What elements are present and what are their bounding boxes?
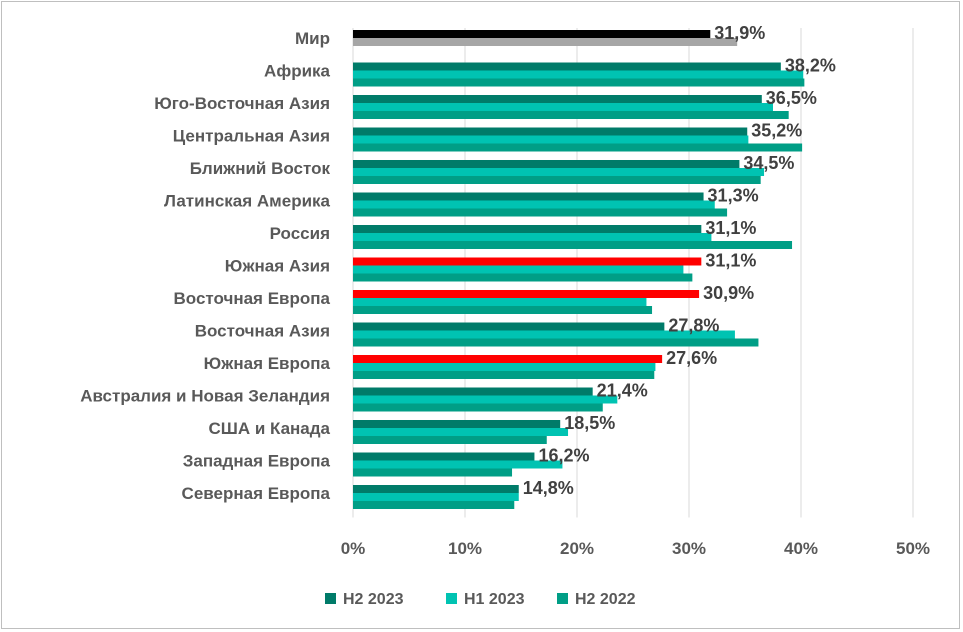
bar	[353, 257, 702, 266]
legend-label: H1 2023	[464, 591, 525, 608]
category-label: Восточная Азия	[195, 322, 330, 341]
legend-swatch	[557, 593, 568, 604]
category-label: Западная Европа	[183, 452, 331, 471]
data-label: 31,9%	[714, 23, 765, 43]
bar	[353, 168, 765, 176]
bar	[353, 428, 569, 436]
bar	[353, 485, 519, 493]
x-tick-label: 30%	[672, 539, 706, 558]
bar	[353, 95, 762, 103]
category-label: Восточная Европа	[174, 289, 331, 308]
x-tick-label: 50%	[896, 539, 930, 558]
category-label: Южная Европа	[204, 354, 331, 373]
bar	[353, 468, 513, 477]
bar	[353, 208, 728, 217]
data-label: 16,2%	[538, 446, 589, 466]
data-label: 31,1%	[705, 218, 756, 238]
data-label: 18,5%	[564, 413, 615, 433]
category-label: Северная Европа	[182, 484, 331, 503]
bar	[353, 200, 715, 209]
category-label: Южная Азия	[225, 257, 330, 276]
bar	[353, 306, 653, 314]
bar	[353, 143, 803, 152]
category-label: Ближний Восток	[190, 159, 331, 178]
bar	[353, 127, 748, 136]
bar	[353, 176, 761, 184]
data-label: 21,4%	[597, 381, 648, 401]
legend-label: H2 2023	[343, 591, 404, 608]
bar	[353, 322, 665, 331]
bar	[353, 501, 515, 509]
bar	[353, 233, 712, 241]
bar	[353, 38, 738, 46]
bar	[353, 103, 773, 111]
bar	[353, 62, 781, 71]
category-label: США и Канада	[208, 419, 330, 438]
data-label: 36,5%	[766, 88, 817, 108]
data-label: 34,5%	[743, 153, 794, 173]
bar	[353, 338, 759, 347]
legend-swatch	[446, 593, 457, 604]
bar	[353, 70, 804, 79]
category-label: Австралия и Новая Зеландия	[80, 387, 330, 406]
bar	[353, 265, 684, 274]
bar	[353, 111, 789, 119]
legend-swatch	[325, 593, 336, 604]
bar	[353, 460, 563, 469]
x-tick-label: 40%	[784, 539, 818, 558]
bar	[353, 135, 749, 144]
data-label: 27,8%	[668, 316, 719, 336]
bar	[353, 290, 700, 298]
data-label: 38,2%	[785, 56, 836, 76]
data-label: 31,3%	[708, 186, 759, 206]
bar	[353, 371, 655, 379]
data-label: 14,8%	[523, 478, 574, 498]
bar	[353, 273, 693, 282]
data-label: 31,1%	[705, 251, 756, 271]
bar	[353, 78, 805, 87]
bar	[353, 363, 656, 371]
bar	[353, 403, 603, 412]
bar	[353, 225, 702, 233]
x-tick-label: 10%	[448, 539, 482, 558]
bar	[353, 160, 740, 168]
bar	[353, 387, 593, 396]
bar	[353, 395, 618, 404]
legend-label: H2 2022	[575, 591, 636, 608]
bar	[353, 298, 647, 306]
bar	[353, 355, 663, 363]
category-label: Мир	[295, 29, 330, 48]
bar	[353, 192, 704, 201]
data-label: 30,9%	[703, 283, 754, 303]
bar	[353, 420, 561, 428]
x-tick-label: 0%	[341, 539, 366, 558]
bar	[353, 30, 711, 38]
category-label: Россия	[270, 224, 330, 243]
category-label: Юго-Восточная Азия	[154, 94, 330, 113]
category-label: Африка	[264, 62, 330, 81]
data-label: 27,6%	[666, 348, 717, 368]
bar	[353, 436, 547, 444]
x-tick-label: 20%	[560, 539, 594, 558]
data-label: 35,2%	[751, 121, 802, 141]
bar	[353, 241, 793, 249]
bar	[353, 330, 735, 339]
bar	[353, 452, 535, 461]
category-label: Латинская Америка	[164, 192, 331, 211]
bar	[353, 493, 519, 501]
category-label: Центральная Азия	[173, 127, 330, 146]
